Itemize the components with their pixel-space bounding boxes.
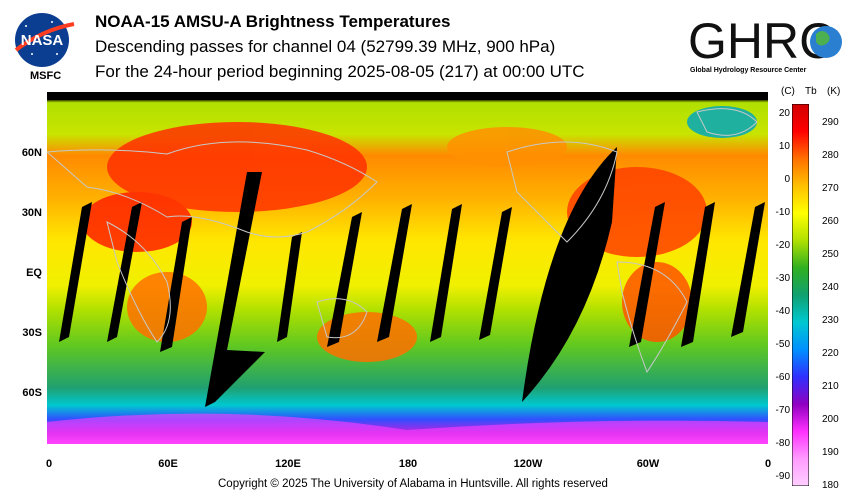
lat-label-60s: 60S: [22, 387, 42, 399]
colorbar-header-kelvin: (K): [827, 86, 841, 97]
colorbar-kelvin-tick: 180: [822, 480, 839, 491]
colorbar-kelvin-tick: 210: [822, 381, 839, 392]
colorbar-header-tb: Tb: [805, 86, 817, 97]
polar-no-data-bar: [47, 92, 768, 100]
colorbar: [792, 104, 809, 486]
nasa-logo: NASA: [14, 13, 75, 67]
nasa-center-label: MSFC: [30, 70, 62, 82]
colorbar-celsius-tick: -60: [775, 372, 790, 383]
period-label: For the 24-hour period beginning 2025-08…: [95, 62, 585, 81]
ghrc-tagline: Global Hydrology Resource Center: [690, 67, 807, 74]
colorbar-kelvin-tick: 230: [822, 315, 839, 326]
colorbar-celsius-tick: -40: [775, 306, 790, 317]
colorbar-celsius-tick: -20: [775, 240, 790, 251]
colorbar-celsius-tick: 10: [778, 141, 790, 152]
colorbar-kelvin-tick: 290: [822, 117, 839, 128]
colorbar-kelvin-tick: 260: [822, 216, 839, 227]
lon-label-0: 0: [45, 458, 53, 470]
colorbar-celsius-tick: -10: [775, 207, 790, 218]
lon-label-180: 180: [398, 458, 418, 470]
colorbar-kelvin-tick: 250: [822, 249, 839, 260]
ghrc-logo: GHRC Global Hydrology Resource Center: [688, 13, 842, 74]
colorbar-celsius-tick: -80: [775, 438, 790, 449]
colorbar-kelvin-tick: 240: [822, 282, 839, 293]
colorbar-celsius-tick: -70: [775, 405, 790, 416]
copyright-notice: Copyright © 2025 The University of Alaba…: [218, 478, 608, 490]
lat-label-30s: 30S: [22, 327, 42, 339]
colorbar-celsius-tick: -50: [775, 339, 790, 350]
lat-label-30n: 30N: [21, 207, 42, 219]
page-subtitle: Descending passes for channel 04 (52799.…: [95, 37, 556, 56]
lon-label-120w: 120W: [513, 458, 543, 470]
brightness-temperature-map: [47, 92, 768, 444]
colorbar-kelvin-tick: 280: [822, 150, 839, 161]
colorbar-header-celsius: (C): [781, 86, 795, 97]
greenland-region: [687, 106, 757, 138]
lat-label-60n: 60N: [21, 147, 42, 159]
coastlines: [47, 108, 758, 374]
lat-label-eq: EQ: [26, 267, 42, 279]
colorbar-kelvin-tick: 220: [822, 348, 839, 359]
antarctica-region: [47, 413, 768, 444]
colorbar-kelvin-tick: 270: [822, 183, 839, 194]
lon-label-0-end: 0: [764, 458, 772, 470]
page-title: NOAA-15 AMSU-A Brightness Temperatures: [95, 12, 451, 31]
lon-label-60w: 60W: [636, 458, 660, 470]
colorbar-celsius-tick: 0: [784, 174, 790, 185]
lon-label-120e: 120E: [275, 458, 301, 470]
lon-label-60e: 60E: [158, 458, 178, 470]
colorbar-kelvin-tick: 190: [822, 447, 839, 458]
colorbar-celsius-tick: -90: [775, 471, 790, 482]
nasa-logo-text: NASA: [21, 32, 64, 49]
colorbar-kelvin-tick: 200: [822, 414, 839, 425]
colorbar-celsius-tick: 20: [778, 108, 790, 119]
colorbar-celsius-tick: -30: [775, 273, 790, 284]
